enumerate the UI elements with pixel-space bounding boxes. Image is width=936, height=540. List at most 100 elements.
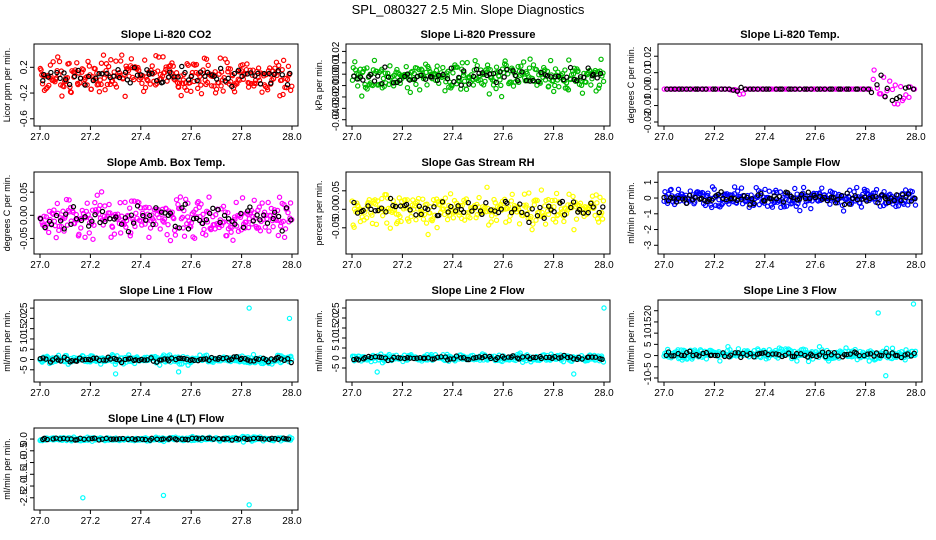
y-tick-label: 5 (19, 346, 30, 352)
data-point (269, 435, 275, 441)
data-point (39, 81, 46, 87)
data-point (448, 203, 454, 210)
data-point (191, 235, 198, 241)
data-point (397, 213, 403, 220)
data-point (508, 198, 515, 204)
data-point (196, 436, 202, 442)
data-point (255, 65, 262, 71)
y-tick-label: -0.04 (331, 108, 342, 131)
x-tick-label: 27.6 (805, 132, 825, 143)
data-point (458, 355, 464, 361)
data-point (589, 354, 595, 360)
x-tick-label: 27.4 (755, 132, 775, 143)
data-point (103, 67, 109, 74)
data-point (161, 356, 168, 362)
data-point (246, 502, 252, 508)
data-point (493, 64, 500, 70)
data-point (861, 194, 868, 200)
data-point (420, 216, 427, 222)
data-point (760, 86, 766, 92)
data-point (181, 355, 187, 362)
data-point (440, 206, 447, 212)
data-point (423, 220, 430, 226)
data-point (229, 437, 235, 443)
data-point (909, 188, 915, 195)
data-point (910, 301, 917, 307)
y-tick-label: 1 (643, 179, 654, 185)
data-point (198, 201, 204, 207)
data-point (756, 201, 763, 208)
data-point (287, 70, 293, 77)
data-point (227, 66, 234, 72)
y-tick-label: -5 (331, 363, 342, 372)
data-point (439, 199, 446, 205)
data-point (893, 203, 899, 210)
x-tick-label: 27.2 (705, 260, 725, 271)
data-point (865, 86, 872, 92)
data-point (668, 186, 674, 193)
data-point (85, 58, 91, 65)
data-point (510, 83, 517, 89)
data-point (710, 86, 716, 92)
data-point (596, 82, 603, 88)
data-point (194, 85, 201, 92)
data-point (520, 59, 527, 65)
data-point (74, 60, 80, 66)
data-point (231, 354, 237, 360)
data-point (425, 231, 431, 238)
data-point (188, 73, 194, 80)
data-point (161, 69, 168, 76)
data-point (549, 197, 555, 204)
data-point (501, 74, 507, 80)
data-point (392, 203, 399, 210)
y-tick-label: 0.0 (19, 432, 30, 446)
data-point (735, 350, 741, 356)
data-point (538, 187, 545, 193)
data-point (103, 435, 110, 442)
data-point (493, 217, 500, 224)
x-tick-label: 27.4 (131, 516, 151, 527)
data-point (465, 199, 471, 206)
data-point (214, 76, 220, 82)
data-point (590, 71, 596, 78)
data-point (127, 80, 133, 86)
data-point (61, 70, 67, 76)
data-point (131, 198, 137, 204)
data-point (224, 232, 230, 239)
data-point (564, 354, 571, 361)
data-point (580, 210, 587, 216)
data-point (902, 357, 908, 363)
data-point (840, 208, 847, 214)
data-point (458, 82, 464, 88)
data-point (416, 203, 422, 209)
data-point (387, 63, 393, 69)
data-point (234, 81, 240, 87)
data-point (271, 207, 278, 213)
data-point (368, 71, 374, 78)
data-point (874, 85, 881, 91)
data-point (844, 190, 850, 196)
data-point (493, 79, 500, 86)
data-point (247, 67, 253, 73)
data-point (202, 73, 208, 79)
data-point (82, 234, 88, 240)
data-point (493, 85, 499, 92)
x-tick-label: 27.8 (544, 388, 564, 399)
data-point (259, 89, 265, 95)
data-point (777, 189, 784, 195)
data-point (418, 211, 424, 218)
data-point (703, 86, 709, 92)
data-point (113, 58, 119, 64)
data-point (581, 74, 587, 81)
data-point (597, 194, 603, 201)
data-point (662, 189, 668, 195)
data-point (185, 77, 192, 83)
data-point (275, 68, 281, 74)
data-point (595, 219, 602, 225)
data-point (908, 353, 914, 359)
data-point (80, 495, 86, 501)
data-point (395, 219, 401, 225)
data-point (123, 224, 129, 230)
data-point (705, 190, 711, 196)
data-point (537, 204, 543, 211)
